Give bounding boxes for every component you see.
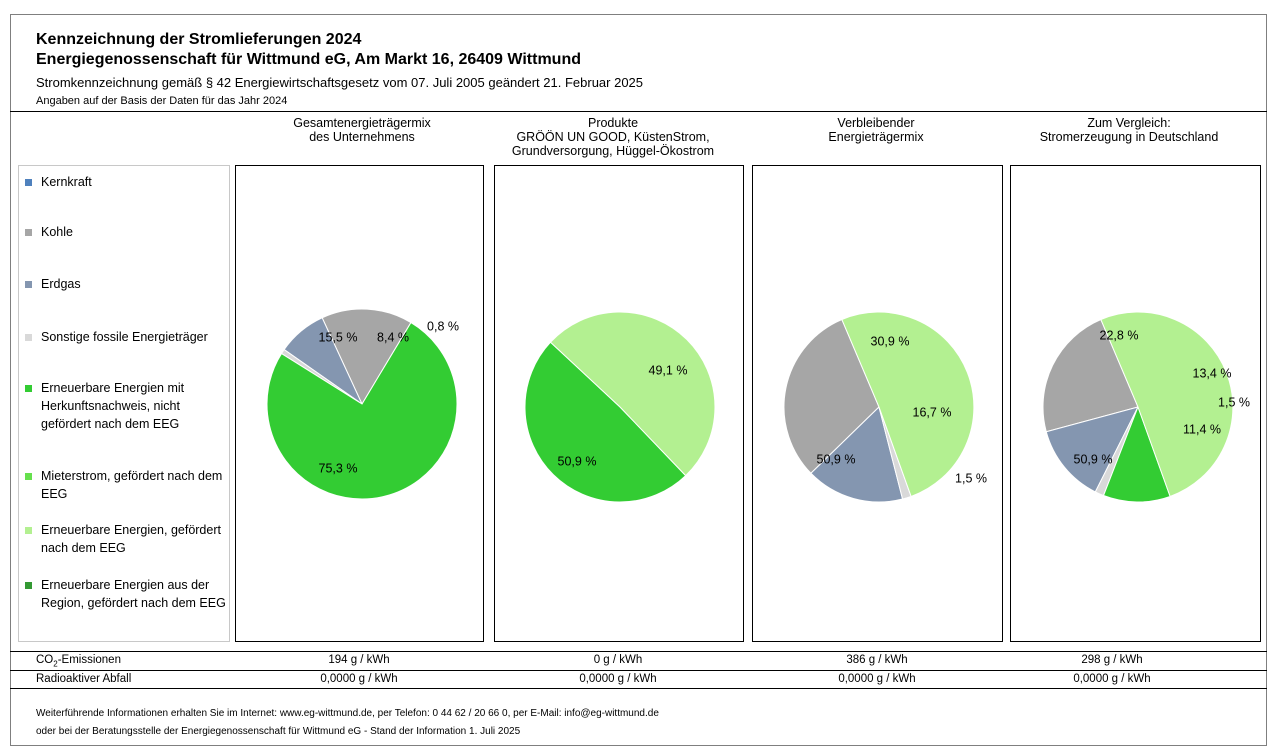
column-title-germany: Zum Vergleich: Stromerzeugung in Deutsch… — [999, 116, 1259, 144]
legend-swatch — [25, 229, 32, 236]
column-title-line: Stromerzeugung in Deutschland — [1039, 130, 1219, 144]
footer-source-line: oder bei der Beratungsstelle der Energie… — [36, 726, 521, 737]
column-title-line: des Unternehmens — [309, 130, 415, 144]
pie-data-label: 50,9 % — [558, 454, 597, 468]
pie-panel-residual-mix: 30,9 % 16,7 % 1,5 % 50,9 % — [752, 165, 1003, 642]
waste-value-residual-mix: 0,0000 g / kWh — [838, 673, 916, 685]
pie-data-label: 50,9 % — [817, 452, 856, 466]
legend-swatch — [25, 385, 32, 392]
pie-data-label: 75,3 % — [319, 461, 358, 475]
co2-value-products: 0 g / kWh — [593, 654, 643, 666]
footer-contact-line: Weiterführende Informationen erhalten Si… — [36, 708, 659, 719]
header-divider — [10, 111, 1267, 112]
pie-data-label: 13,4 % — [1193, 366, 1232, 380]
pie-slice — [549, 311, 716, 477]
column-title-products: Produkte GRÖÖN UN GOOD, KüstenStrom, Gru… — [483, 116, 743, 158]
co2-label-co: CO — [36, 654, 54, 666]
legend-label: Mieterstrom, gefördert nach dem EEG — [41, 469, 223, 501]
pie-data-label: 16,7 % — [913, 405, 952, 419]
column-title-line: GRÖÖN UN GOOD, KüstenStrom, — [516, 130, 710, 144]
column-title-line: Energieträgermix — [828, 130, 924, 144]
legend-label: Kernkraft — [41, 175, 92, 189]
pie-slice — [1042, 318, 1139, 433]
pie-data-label: 1,5 % — [1218, 395, 1250, 409]
pie-slice — [1100, 311, 1234, 498]
pie-data-label: 22,8 % — [1100, 328, 1139, 342]
outer-frame — [10, 14, 1267, 746]
pie-chart-germany: 22,8 % 13,4 % 1,5 % 11,4 % 50,9 % — [1042, 311, 1250, 503]
company-title: Energiegenossenschaft für Wittmund eG, A… — [36, 51, 581, 68]
pie-data-label: 8,4 % — [377, 330, 409, 344]
pie-chart-residual-mix: 30,9 % 16,7 % 1,5 % 50,9 % — [783, 311, 987, 503]
column-title-line: Produkte — [587, 116, 639, 130]
pie-slice — [1045, 406, 1139, 493]
pie-slice — [841, 311, 975, 498]
pie-data-label: 0,8 % — [427, 319, 459, 333]
legend-swatch — [25, 281, 32, 288]
legend-label: Erneuerbare Energien mit Herkunftsnachwe… — [41, 381, 185, 431]
table-row-divider — [10, 670, 1267, 671]
co2-value-germany: 298 g / kWh — [1081, 654, 1143, 666]
legal-subtitle: Stromkennzeichnung gemäß § 42 Energiewir… — [36, 75, 644, 90]
table-top-border — [10, 651, 1267, 652]
legend-swatch — [25, 582, 32, 589]
column-title-line: Verbleibender — [837, 116, 915, 130]
co2-value-company-mix: 194 g / kWh — [328, 654, 390, 666]
pie-panel-company-mix: 15,5 % 8,4 % 0,8 % 75,3 % — [235, 165, 484, 642]
pie-panel-germany: 22,8 % 13,4 % 1,5 % 11,4 % 50,9 % — [1010, 165, 1261, 642]
pie-data-label: 49,1 % — [649, 363, 688, 377]
pie-slice — [810, 406, 904, 503]
legend-label: Erneuerbare Energien aus der Region, gef… — [41, 578, 226, 610]
co2-label-subscript: 2 — [53, 659, 58, 669]
table-bottom-border — [10, 688, 1267, 689]
legend-swatch — [25, 473, 32, 480]
column-title-residual-mix: Verbleibender Energieträgermix — [746, 116, 1006, 144]
co2-label-rest: -Emissionen — [57, 654, 121, 666]
chart-legend: Kernkraft Kohle Erdgas Sonstige fossile … — [18, 165, 230, 642]
pie-data-label: 1,5 % — [955, 471, 987, 485]
data-basis-note: Angaben auf der Basis der Daten für das … — [36, 95, 288, 107]
legend-swatch — [25, 527, 32, 534]
legend-label: Sonstige fossile Energieträger — [41, 330, 208, 344]
legend-label: Kohle — [41, 225, 73, 239]
pie-data-label: 30,9 % — [871, 334, 910, 348]
pie-chart-company-mix: 15,5 % 8,4 % 0,8 % 75,3 % — [266, 308, 459, 500]
waste-value-products: 0,0000 g / kWh — [579, 673, 657, 685]
waste-value-company-mix: 0,0000 g / kWh — [320, 673, 398, 685]
pie-slice — [524, 341, 687, 503]
co2-row-label: CO2-Emissionen — [36, 654, 121, 668]
pie-slice — [266, 321, 458, 500]
pie-slice — [1102, 405, 1171, 503]
column-title-line: Grundversorgung, Hüggel-Ökostrom — [511, 144, 715, 158]
pie-slice — [783, 318, 880, 474]
co2-value-residual-mix: 386 g / kWh — [846, 654, 908, 666]
column-title-line: Zum Vergleich: — [1087, 116, 1171, 130]
page-title: Kennzeichnung der Stromlieferungen 2024 — [36, 31, 362, 48]
legend-label: Erdgas — [41, 277, 81, 291]
pie-data-label: 50,9 % — [1074, 452, 1113, 466]
legend-swatch — [25, 334, 32, 341]
waste-value-germany: 0,0000 g / kWh — [1073, 673, 1151, 685]
pie-data-label: 11,4 % — [1183, 422, 1221, 436]
pie-data-label: 15,5 % — [319, 330, 358, 344]
legend-label: Erneuerbare Energien, gefördert nach dem… — [41, 523, 221, 555]
pie-slice — [321, 308, 412, 406]
column-title-company-mix: Gesamtenergieträgermix des Unternehmens — [232, 116, 492, 144]
column-title-line: Gesamtenergieträgermix — [293, 116, 431, 130]
pie-chart-products: 49,1 % 50,9 % — [524, 311, 716, 503]
pie-panel-products: 49,1 % 50,9 % — [494, 165, 744, 642]
legend-swatch — [25, 179, 32, 186]
waste-row-label: Radioaktiver Abfall — [36, 673, 132, 685]
